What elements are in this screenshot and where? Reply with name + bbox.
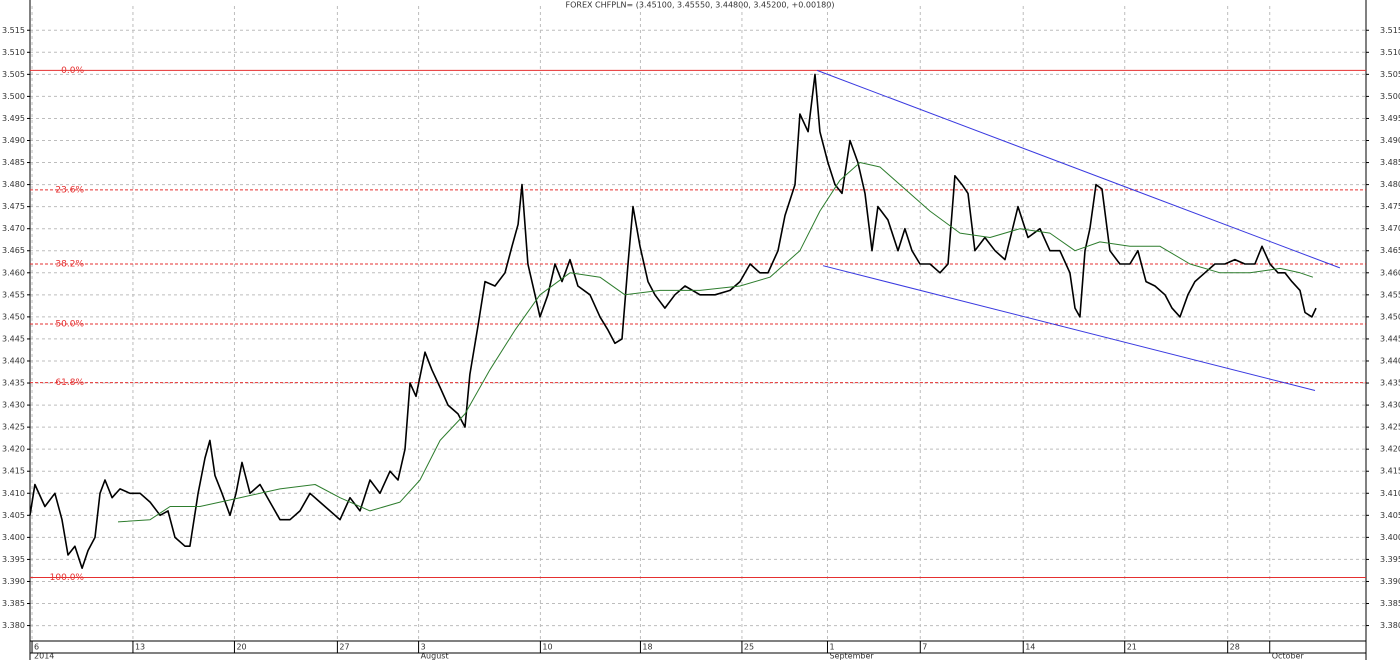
y-tick-label: 3.445 [2,334,25,343]
x-tick-label: 21 [1127,643,1137,652]
y-tick-label: 3.505 [2,70,25,79]
y-tick-label: 3.435 [1380,379,1400,388]
x-tick-label: 1 [829,643,834,652]
y-tick-label: 3.480 [1380,180,1400,189]
y-tick-label: 3.435 [2,379,25,388]
y-tick-label: 3.460 [1380,268,1400,277]
y-tick-label: 3.395 [1380,555,1400,564]
y-tick-label: 3.410 [1380,489,1400,498]
x-tick-label: 28 [1230,643,1240,652]
y-tick-label: 3.385 [1380,599,1400,608]
y-tick-label: 3.450 [2,312,25,321]
y-tick-label: 3.475 [1380,202,1400,211]
y-tick-label: 3.430 [1380,401,1400,410]
y-tick-label: 3.485 [2,158,25,167]
fib-label: 61.8% [55,378,84,388]
y-tick-label: 3.510 [1380,48,1400,57]
x-tick-label: 13 [135,643,145,652]
y-tick-label: 3.490 [1380,136,1400,145]
y-tick-label: 3.465 [2,246,25,255]
y-tick-label: 3.515 [2,26,25,35]
y-tick-label: 3.400 [1380,533,1400,542]
x-tick-label: 14 [1025,643,1035,652]
y-tick-label: 3.455 [2,290,25,299]
y-tick-label: 3.460 [2,268,25,277]
fib-label: 38.2% [55,259,84,269]
trendline [816,69,1341,269]
y-tick-label: 3.405 [1380,511,1400,520]
y-tick-label: 3.490 [2,136,25,145]
y-tick-label: 3.415 [2,467,25,476]
x-tick-label: 27 [339,643,349,652]
x-month-label: September [829,652,874,660]
chart-title: FOREX CHFPLN= (3.45100, 3.45550, 3.44800… [566,1,835,10]
x-month-label: October [1272,652,1305,660]
x-tick-label: 10 [542,643,552,652]
fib-label: 100.0% [50,573,85,583]
y-tick-label: 3.440 [2,356,25,365]
y-tick-label: 3.500 [1380,92,1400,101]
price-line [117,162,1314,523]
y-tick-label: 3.395 [2,555,25,564]
x-tick-label: 7 [922,643,927,652]
y-tick-label: 3.445 [1380,334,1400,343]
y-tick-label: 3.405 [2,511,25,520]
x-tick-label: 3 [421,643,426,652]
x-month-label: August [421,652,449,660]
y-tick-label: 3.420 [1380,445,1400,454]
y-tick-label: 3.415 [1380,467,1400,476]
y-tick-label: 3.485 [1380,158,1400,167]
y-tick-label: 3.390 [2,577,25,586]
y-tick-label: 3.385 [2,599,25,608]
y-tick-label: 3.430 [2,401,25,410]
y-tick-label: 3.505 [1380,70,1400,79]
y-tick-label: 3.470 [2,224,25,233]
y-tick-label: 3.475 [2,202,25,211]
x-tick-label: 6 [34,643,39,652]
fib-label: 0.0% [61,66,84,76]
y-tick-label: 3.420 [2,445,25,454]
y-tick-label: 3.465 [1380,246,1400,255]
y-tick-label: 3.390 [1380,577,1400,586]
y-tick-label: 3.425 [1380,423,1400,432]
y-tick-label: 3.380 [1380,621,1400,630]
x-tick-label: 25 [744,643,754,652]
fib-label: 50.0% [55,319,84,329]
y-tick-label: 3.410 [2,489,25,498]
y-tick-label: 3.450 [1380,312,1400,321]
y-tick-label: 3.425 [2,423,25,432]
y-tick-label: 3.380 [2,621,25,630]
trendline [822,265,1316,391]
y-tick-label: 3.440 [1380,356,1400,365]
y-tick-label: 3.515 [1380,26,1400,35]
y-tick-label: 3.400 [2,533,25,542]
y-tick-label: 3.500 [2,92,25,101]
x-tick-label: 18 [642,643,652,652]
y-tick-label: 3.495 [1380,114,1400,123]
x-month-label: 2014 [34,652,54,660]
x-tick-label: 20 [236,643,246,652]
fib-label: 23.6% [55,185,84,195]
y-tick-label: 3.510 [2,48,25,57]
y-tick-label: 3.470 [1380,224,1400,233]
y-tick-label: 3.455 [1380,290,1400,299]
y-tick-label: 3.495 [2,114,25,123]
y-tick-label: 3.480 [2,180,25,189]
